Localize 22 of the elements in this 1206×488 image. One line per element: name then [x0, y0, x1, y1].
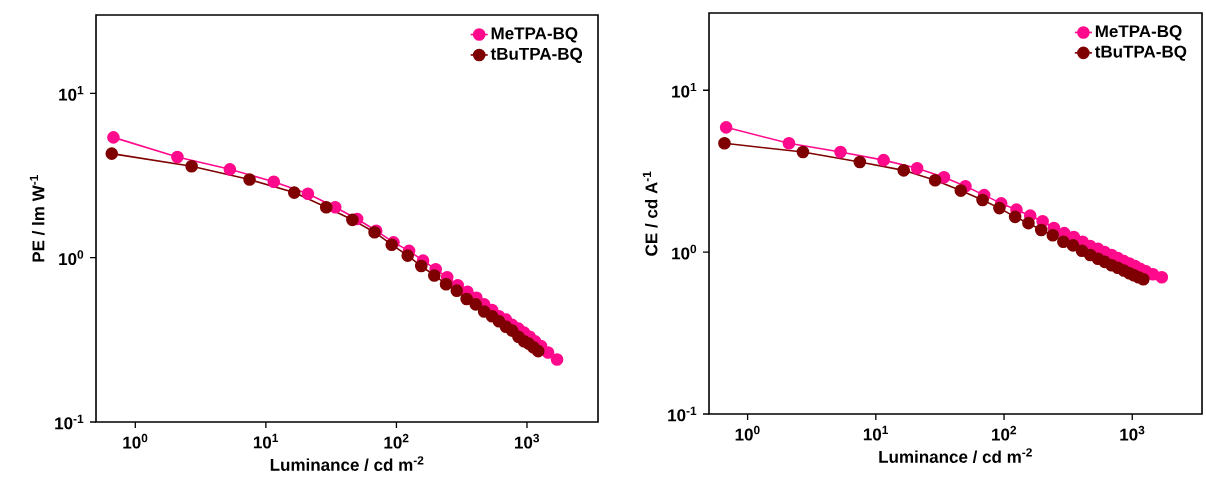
y-tick-label: 10$^{1}$: [59, 86, 84, 101]
x-axis-title: Luminance / cd m$^{-2}$: [879, 448, 1032, 464]
y-tick-label: 10$^{-1}$: [55, 414, 84, 430]
y-tick-label: 10$^{-1}$: [668, 406, 697, 422]
x-tick-label: 10$^{3}$: [515, 433, 540, 449]
x-tick-label: 10$^{0}$: [735, 425, 760, 441]
y-axis-title: PE / lm W$^{-1}$: [29, 175, 45, 262]
legend-label: tBuTPA-BQ: [490, 47, 583, 63]
y-tick-label: 10$^{1}$: [672, 82, 697, 98]
legend-label: MeTPA-BQ: [1095, 25, 1182, 41]
x-tick-label: 10$^{3}$: [1120, 425, 1145, 441]
legend-label: tBuTPA-BQ: [1094, 45, 1187, 61]
legend-label: MeTPA-BQ: [491, 27, 578, 43]
x-tick-label: 10$^{2}$: [992, 425, 1017, 441]
y-tick-label: 10$^{0}$: [672, 244, 697, 260]
x-axis-title: Luminance / cd m$^{-2}$: [270, 456, 424, 472]
x-tick-label: 10$^{0}$: [123, 433, 148, 449]
y-axis-title: CE / cd A$^{-1}$: [642, 171, 658, 256]
y-tick-label: 10$^{0}$: [59, 250, 84, 266]
x-tick-label: 10$^{1}$: [863, 425, 889, 441]
x-tick-label: 10$^{1}$: [253, 433, 279, 449]
x-tick-label: 10$^{2}$: [384, 433, 409, 449]
